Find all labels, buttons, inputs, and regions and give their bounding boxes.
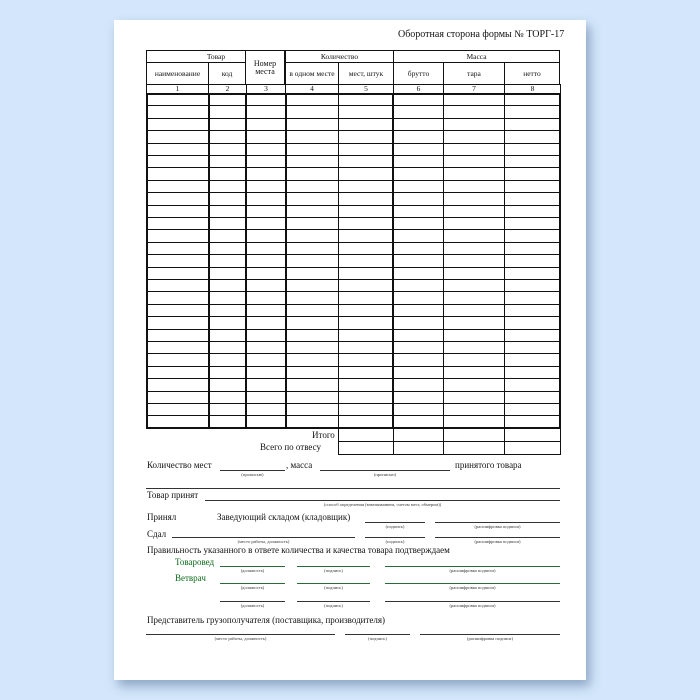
caption: (подпись) — [324, 585, 343, 590]
signature-field[interactable] — [297, 583, 370, 584]
thick-border — [285, 93, 394, 429]
signature-decoding-field[interactable] — [385, 583, 560, 584]
signature-field[interactable] — [365, 537, 425, 538]
warehouse-manager-label: Заведующий складом (кладовщик) — [217, 512, 351, 522]
header-net: нетто — [504, 62, 560, 85]
signature-decoding-field[interactable] — [435, 537, 560, 538]
signature-decoding-field[interactable] — [385, 601, 560, 602]
total-cell[interactable] — [504, 427, 561, 442]
header-place-number: Номер места — [245, 50, 285, 85]
header-per-place: в одном месте — [285, 62, 339, 85]
caption: (место работы, должность) — [214, 636, 267, 641]
caption: (расшифровка подписи) — [467, 636, 513, 641]
vet-label: Ветврач — [175, 573, 206, 583]
consignee-rep-label: Представитель грузополучателя (поставщик… — [147, 615, 386, 625]
caption: (прописью) — [373, 472, 397, 477]
header-places-pieces: мест, штук — [338, 62, 394, 85]
header-name: наименование — [146, 62, 209, 85]
places-count-label: Количество мест — [147, 460, 212, 470]
form-title: Оборотная сторона формы № ТОРГ-17 — [398, 29, 565, 40]
merchandiser-label: Товаровед — [175, 557, 215, 567]
confirm-text: Правильность указанного в ответе количес… — [147, 545, 450, 555]
caption: (подпись) — [368, 636, 387, 641]
mass-label: , масса — [286, 460, 313, 470]
position-field[interactable] — [220, 583, 285, 584]
signature-decoding-field[interactable] — [385, 566, 560, 567]
caption: (подпись) — [324, 568, 343, 573]
signature-field[interactable] — [297, 601, 370, 602]
divider — [146, 488, 560, 489]
mass-field[interactable] — [320, 470, 450, 471]
workplace-field[interactable] — [172, 537, 355, 538]
caption: (способ определения (взвешиванием, счето… — [323, 502, 442, 507]
total-cell[interactable] — [338, 427, 394, 442]
signature-field[interactable] — [297, 566, 370, 567]
acceptance-method-field[interactable] — [205, 500, 560, 501]
signature-field[interactable] — [365, 522, 425, 523]
header-gross: брутто — [393, 62, 444, 85]
caption: (подпись) — [385, 539, 405, 544]
caption: (прописью) — [241, 472, 264, 477]
received-label: Принял — [147, 512, 177, 522]
caption: (должность) — [240, 603, 265, 608]
caption: (должность) — [240, 585, 265, 590]
caption: (должность) — [240, 568, 265, 573]
position-field[interactable] — [220, 601, 285, 602]
header-tare: тара — [443, 62, 505, 85]
goods-accepted-label: Товар принят — [147, 490, 199, 500]
caption: (подпись) — [324, 603, 343, 608]
signature-field[interactable] — [345, 634, 410, 635]
caption: (расшифровка подписи) — [474, 524, 521, 529]
caption: (расшифровка подписи) — [474, 539, 521, 544]
workplace-field[interactable] — [146, 634, 335, 635]
header-code: код — [208, 62, 246, 85]
total-weight-cell[interactable] — [338, 440, 394, 455]
caption: (подпись) — [385, 524, 405, 529]
total-weight-label: Всего по отвесу — [260, 442, 321, 452]
signature-decoding-field[interactable] — [435, 522, 560, 523]
caption: (расшифровка подписи) — [449, 585, 496, 590]
places-count-field[interactable] — [220, 470, 285, 471]
total-weight-cell[interactable] — [393, 440, 444, 455]
total-cell[interactable] — [443, 427, 505, 442]
position-field[interactable] — [220, 566, 285, 567]
handed-label: Сдал — [147, 529, 167, 539]
caption: (место работы, должность) — [237, 539, 290, 544]
caption: (расшифровка подписи) — [449, 603, 496, 608]
total-weight-cell[interactable] — [504, 440, 561, 455]
thick-border — [208, 93, 247, 429]
caption: (расшифровка подписи) — [449, 568, 496, 573]
total-label: Итого — [312, 430, 335, 440]
total-weight-cell[interactable] — [443, 440, 505, 455]
accepted-goods-label: принятого товара — [455, 460, 522, 470]
signature-decoding-field[interactable] — [420, 634, 560, 635]
total-cell[interactable] — [393, 427, 444, 442]
